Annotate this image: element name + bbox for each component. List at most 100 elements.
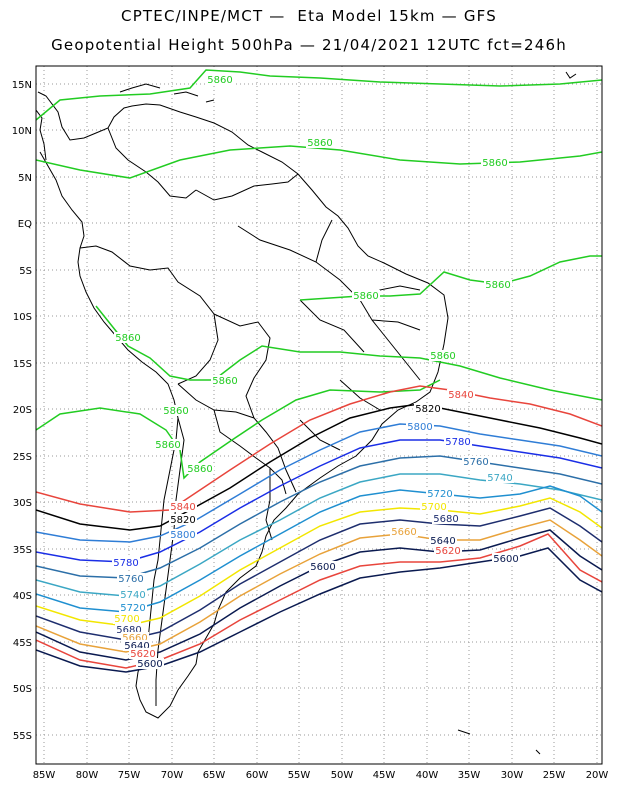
lat-tick-label: 35S xyxy=(13,545,32,556)
contour-label-bg xyxy=(123,640,151,651)
contour-label: 5600 xyxy=(493,554,518,565)
coastline-borders xyxy=(36,71,577,755)
lon-tick-label: 45W xyxy=(373,770,396,781)
lat-tick-label: 55S xyxy=(13,731,32,742)
lat-tick-label: 25S xyxy=(13,452,32,463)
contour-label: 5620 xyxy=(130,649,155,660)
latitude-ticks: 15N 10N 5N EQ 5S 10S 15S 20S 25S 30S 35S 40S 45S 50S 5… xyxy=(12,80,32,742)
lon-tick-label: 20W xyxy=(586,770,609,781)
contour-label-bg xyxy=(309,561,337,572)
central-america-coastline xyxy=(36,109,47,161)
contour-label-bg xyxy=(169,529,197,540)
contour-label: 5860 xyxy=(485,280,510,291)
contour-label: 5860 xyxy=(207,75,232,86)
contour-label-bg xyxy=(352,290,380,301)
contour-label-bg xyxy=(447,389,475,400)
lon-tick-label: 60W xyxy=(246,770,269,781)
lat-tick-label: 20S xyxy=(13,405,32,416)
border-argentina-uruguay xyxy=(265,468,273,541)
contour-5860-mid xyxy=(36,145,602,179)
contour-label-bg xyxy=(481,157,509,168)
graticule xyxy=(36,66,602,764)
contour-label-bg xyxy=(206,74,234,85)
contour-label-bg xyxy=(484,279,512,290)
contour-label-bg xyxy=(154,439,182,450)
lat-tick-label: 50S xyxy=(13,684,32,695)
contour-label-bg xyxy=(306,137,334,148)
border-brazil-west xyxy=(195,173,299,493)
contour-label: 5800 xyxy=(407,422,432,433)
contour-label-bg xyxy=(162,405,190,416)
contour-label: 5860 xyxy=(115,333,140,344)
contour-label: 5780 xyxy=(113,558,138,569)
contour-label: 5700 xyxy=(421,502,446,513)
contour-label: 5780 xyxy=(445,437,470,448)
contour-label: 5740 xyxy=(487,473,512,484)
contour-label-bg xyxy=(115,624,143,635)
lon-tick-label: 70W xyxy=(161,770,184,781)
lon-tick-label: 30W xyxy=(501,770,524,781)
contour-5860-south xyxy=(36,379,441,480)
lon-tick-label: 40W xyxy=(416,770,439,781)
contour-label: 5720 xyxy=(427,489,452,500)
contour-label-bg xyxy=(117,573,145,584)
contour-label: 5800 xyxy=(170,530,195,541)
lon-tick-label: 85W xyxy=(33,770,56,781)
contour-label-bg xyxy=(426,488,454,499)
contour-label: 5860 xyxy=(212,376,237,387)
lon-tick-label: 80W xyxy=(76,770,99,781)
lat-tick-label: 45S xyxy=(13,638,32,649)
contour-label: 5720 xyxy=(120,603,145,614)
contour-label: 5760 xyxy=(118,574,143,585)
lon-tick-label: 50W xyxy=(331,770,354,781)
lon-tick-label: 55W xyxy=(288,770,311,781)
contour-label-bg xyxy=(211,375,239,386)
caribbean-islands xyxy=(119,83,215,103)
contour-label-bg xyxy=(169,514,197,525)
contour-5820 xyxy=(36,403,602,531)
map-title-line2: Geopotential Height 500hPa — 21/04/2021 … xyxy=(51,36,567,54)
longitude-ticks: 85W 80W 75W 70W 65W 60W 55W 50W 45W 40W 35W 30W 25W 2… xyxy=(33,770,609,781)
contour-label-bg xyxy=(169,501,197,512)
south-america-coastline xyxy=(37,91,449,719)
contour-5860-north xyxy=(36,69,602,121)
contour-label-bg xyxy=(129,648,157,659)
lat-tick-label: 15S xyxy=(13,359,32,370)
contour-label: 5820 xyxy=(170,515,195,526)
border-colombia-venezuela xyxy=(107,127,197,199)
contour-label: 5860 xyxy=(482,158,507,169)
contour-label: 5680 xyxy=(433,514,458,525)
contour-label-bg xyxy=(444,436,472,447)
contour-label-bg xyxy=(432,513,460,524)
contour-label: 5700 xyxy=(114,614,139,625)
contour-label-bg xyxy=(390,526,418,537)
lon-tick-label: 65W xyxy=(203,770,226,781)
contour-5700 xyxy=(36,497,602,627)
lat-tick-label: 5N xyxy=(18,173,32,184)
contour-label: 5680 xyxy=(116,625,141,636)
contour-label-bg xyxy=(136,658,164,669)
contour-label: 5860 xyxy=(187,464,212,475)
border-ecuador-peru xyxy=(79,245,219,385)
contour-label: 5860 xyxy=(430,351,455,362)
contour-labels: 5860 5860 5860 5860 5860 5860 5860 5860 5860 5860… xyxy=(112,74,520,670)
contour-5780 xyxy=(36,439,602,563)
contour-label: 5860 xyxy=(163,406,188,417)
brazil-states xyxy=(237,219,421,451)
contour-label: 5640 xyxy=(430,536,455,547)
lon-tick-label: 35W xyxy=(458,770,481,781)
contour-label: 5660 xyxy=(122,633,147,644)
contour-5840 xyxy=(36,385,602,513)
contour-label: 5600 xyxy=(310,562,335,573)
contour-label-bg xyxy=(462,456,490,467)
contour-label: 5640 xyxy=(124,641,149,652)
contour-label: 5840 xyxy=(170,502,195,513)
contour-label-bg xyxy=(429,535,457,546)
south-atlantic-islands xyxy=(457,71,577,755)
contour-label-bg xyxy=(112,557,140,568)
lat-tick-label: 5S xyxy=(19,266,32,277)
contour-label: 5760 xyxy=(463,457,488,468)
contour-5860-andes xyxy=(95,305,602,401)
lat-tick-label: EQ xyxy=(18,219,32,230)
map-title-line1: CPTEC/INPE/MCT — Eta Model 15km — GFS xyxy=(121,7,497,25)
